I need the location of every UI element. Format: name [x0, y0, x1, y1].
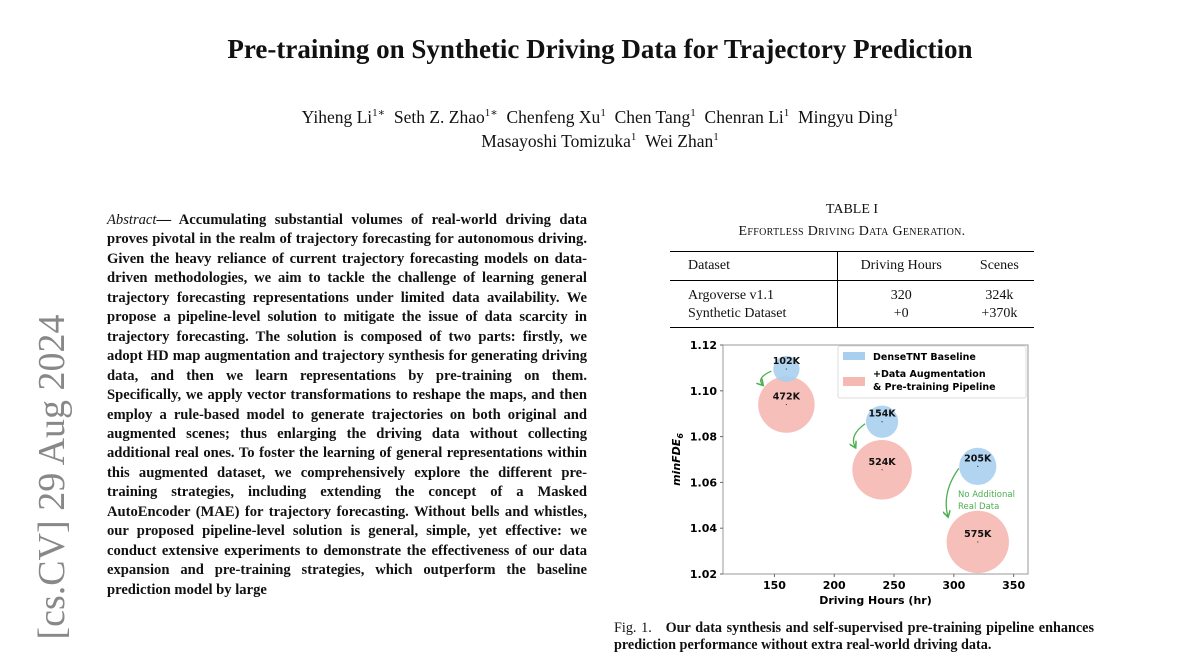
figure-label: Fig. 1. — [614, 620, 652, 636]
author-name: Chenran Li — [704, 106, 784, 127]
table-label: TABLE I — [825, 202, 879, 217]
header-scenes: Scenes — [964, 251, 1034, 281]
author-list-line-2: Masayoshi Tomizuka1 Wei Zhan1 — [0, 131, 1200, 152]
arrow-icon — [853, 423, 866, 447]
cell-hours: +0 — [893, 306, 909, 321]
legend-box — [837, 345, 1027, 399]
annotation-text: Real Data — [958, 502, 999, 512]
bubble-center-dot — [881, 421, 883, 423]
author-name: Yiheng Li — [301, 106, 373, 127]
y-tick-label: 1.08 — [690, 431, 717, 444]
bubble-label: 154K — [868, 409, 896, 420]
y-tick-label: 1.10 — [690, 385, 717, 398]
bubble-label: 575K — [964, 529, 992, 540]
cell-dataset: Synthetic Dataset — [670, 305, 838, 328]
bubble-label: 205K — [964, 453, 992, 464]
figure-caption-text: Our data synthesis and self-supervised p… — [614, 620, 1094, 653]
author-name: Seth Z. Zhao — [393, 106, 485, 127]
data-table: Dataset Driving Hours Scenes Argoverse v… — [670, 251, 1034, 328]
cell-dataset: Argoverse v1.1 — [670, 280, 838, 305]
y-tick-label: 1.12 — [690, 339, 717, 352]
abstract-label: Abstract — [107, 212, 157, 228]
author-affiliation: 1 — [600, 107, 606, 119]
bubble-label: 472K — [773, 392, 801, 403]
bubble-center-dot — [977, 541, 979, 543]
figure-caption: Fig. 1. Our data synthesis and self-supe… — [614, 620, 1094, 654]
plot-frame — [722, 344, 1029, 575]
author-affiliation: 1 — [713, 131, 719, 144]
x-axis-label: Driving Hours (hr) — [819, 594, 932, 607]
x-tick-label: 150 — [763, 579, 786, 592]
author-affiliation: 1 — [892, 107, 899, 119]
cell-scenes: +370k — [981, 306, 1018, 321]
annotation-text: No Additional — [958, 490, 1015, 500]
table-header-row: Dataset Driving Hours Scenes — [670, 251, 1034, 281]
y-axis-label: minFDE6 — [670, 433, 685, 486]
y-axis-label-subscript: 6 — [676, 433, 685, 439]
bubble-center-dot — [785, 368, 787, 370]
cell-scenes: 324k — [985, 288, 1014, 303]
x-tick-label: 250 — [883, 579, 906, 592]
table-row: Argoverse v1.1 320 324k — [670, 280, 1034, 305]
legend-swatch — [843, 352, 865, 360]
header-driving-hours: Driving Hours — [837, 251, 965, 281]
x-tick-label: 350 — [1002, 579, 1025, 592]
arrow-icon — [946, 467, 960, 516]
bubble-center-dot — [977, 465, 979, 467]
y-tick-label: 1.04 — [690, 522, 717, 535]
author-affiliation: 1∗ — [372, 107, 386, 119]
cell-hours: 320 — [890, 288, 912, 303]
legend-label: +Data Augmentation — [873, 369, 986, 380]
x-tick-label: 200 — [823, 579, 846, 592]
paper-title: Pre-training on Synthetic Driving Data f… — [227, 34, 973, 64]
bubble-center-dot — [785, 403, 787, 406]
author-name: Wei Zhan — [645, 131, 714, 151]
abstract-text: — Accumulating substantial volumes of re… — [107, 212, 587, 598]
legend-swatch — [843, 377, 865, 386]
y-tick-label: 1.06 — [690, 476, 717, 489]
author-affiliation: 1 — [630, 131, 637, 144]
author-affiliation: 1 — [690, 107, 696, 119]
author-name: Chen Tang — [614, 106, 691, 127]
table-row: Synthetic Dataset +0 +370k — [670, 305, 1034, 328]
author-list-line-1: Yiheng Li1∗ Seth Z. Zhao1∗ Chenfeng Xu1 … — [0, 106, 1200, 128]
author-name: Masayoshi Tomizuka — [481, 131, 631, 151]
arrow-icon — [761, 370, 772, 384]
author-affiliation: 1∗ — [484, 107, 498, 119]
bubble-center-dot — [881, 469, 883, 471]
y-tick-label: 1.02 — [690, 568, 717, 581]
author-name: Chenfeng Xu — [506, 106, 601, 127]
abstract: Abstract— Accumulating substantial volum… — [107, 211, 587, 600]
x-tick-label: 300 — [942, 579, 965, 592]
table-caption: Effortless Driving Data Generation. — [738, 224, 966, 239]
author-affiliation: 1 — [783, 107, 790, 119]
legend-label: & Pre-training Pipeline — [873, 382, 996, 393]
header-dataset: Dataset — [670, 251, 838, 281]
bubble-label: 524K — [868, 457, 896, 468]
legend-label: DenseTNT Baseline — [873, 352, 976, 363]
bubble-label: 102K — [773, 356, 801, 367]
author-name: Mingyu Ding — [798, 106, 893, 127]
